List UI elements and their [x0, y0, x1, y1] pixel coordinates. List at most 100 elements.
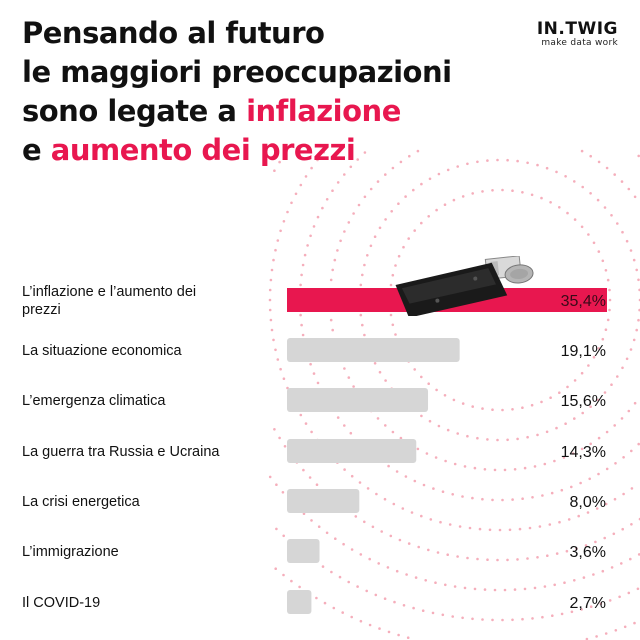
- decor-dot: [558, 520, 561, 524]
- decor-dot: [476, 436, 479, 440]
- decor-dot: [273, 428, 276, 431]
- decor-dot: [375, 492, 378, 496]
- decor-dot: [605, 166, 609, 170]
- decor-dot: [406, 636, 410, 639]
- decor-dot: [575, 547, 578, 550]
- decor-dot: [274, 348, 277, 352]
- decor-dot: [394, 264, 397, 267]
- decor-dot: [597, 436, 601, 440]
- decor-dot: [621, 230, 624, 234]
- decor-dot: [555, 170, 558, 174]
- decor-dot: [604, 328, 608, 332]
- decor-dot: [513, 468, 517, 471]
- decor-dot: [627, 409, 631, 413]
- decor-dot: [589, 192, 592, 195]
- decor-dot: [597, 347, 601, 350]
- decor-dot: [523, 587, 527, 591]
- decor-dot: [441, 490, 445, 494]
- decor-dot: [540, 400, 543, 404]
- decor-dot: [549, 201, 552, 204]
- decor-dot: [399, 436, 403, 440]
- decor-dot: [503, 468, 507, 472]
- decor-dot: [608, 308, 611, 312]
- decor-dot: [404, 195, 407, 198]
- decor-dot: [436, 551, 440, 554]
- decor-dot: [412, 606, 415, 610]
- decor-dot: [461, 495, 464, 498]
- decor-dot: [596, 198, 600, 202]
- decor-dot: [437, 424, 441, 428]
- decor-dot: [533, 465, 537, 468]
- decor-dot: [312, 225, 316, 228]
- decor-dot: [299, 283, 302, 287]
- decor-dot: [398, 538, 402, 542]
- decor-dot: [511, 189, 514, 192]
- decor-dot: [530, 193, 534, 197]
- decor-dot: [632, 258, 636, 262]
- decor-dot: [352, 385, 355, 388]
- decor-dot: [533, 586, 537, 590]
- decor-dot: [555, 426, 558, 430]
- decor-dot: [350, 615, 354, 619]
- decor-dot: [587, 364, 590, 367]
- decor-dot: [427, 382, 431, 386]
- decor-dot: [350, 548, 354, 551]
- decor-dot: [309, 362, 312, 366]
- decor-dot: [303, 253, 307, 257]
- decor-dot: [456, 555, 459, 558]
- category-label: La guerra tra Russia e Ucraina: [22, 444, 220, 460]
- decor-dot: [315, 596, 318, 600]
- decor-dot: [404, 475, 408, 478]
- decor-dot: [604, 502, 608, 506]
- decor-dot: [299, 183, 303, 187]
- decor-dot: [486, 558, 489, 561]
- decor-dot: [332, 606, 336, 610]
- decor-dot: [276, 358, 280, 361]
- decor-dot: [481, 497, 484, 501]
- category-label: L’inflazione e l’aumento dei prezzi: [22, 284, 196, 318]
- decor-dot: [359, 619, 363, 623]
- decor-dot: [620, 180, 624, 183]
- decor-dot: [302, 468, 305, 472]
- bar: [287, 539, 320, 563]
- decor-dot: [269, 318, 273, 322]
- decor-dot: [558, 206, 561, 209]
- decor-dot: [373, 362, 377, 365]
- decor-dot: [453, 585, 457, 588]
- category-label: La situazione economica: [22, 343, 183, 359]
- decor-dot: [508, 528, 512, 532]
- decor-dot: [349, 431, 353, 435]
- decor-dot: [471, 617, 474, 621]
- decor-dot: [627, 187, 631, 191]
- decor-dot: [633, 621, 636, 625]
- decor-dot: [545, 430, 549, 434]
- decor-dot: [439, 520, 442, 524]
- decor-dot: [620, 417, 624, 420]
- decor-dot: [272, 338, 275, 342]
- decor-dot: [312, 372, 316, 375]
- decor-dot: [481, 190, 484, 193]
- decor-dot: [608, 298, 612, 302]
- decor-dot: [387, 464, 390, 468]
- decor-dot: [417, 545, 421, 549]
- decor-dot: [363, 195, 367, 199]
- decor-dot: [325, 531, 329, 535]
- decor-dot: [553, 459, 556, 463]
- decor-dot: [496, 558, 499, 562]
- decor-dot: [581, 411, 584, 415]
- decor-dot: [565, 549, 569, 553]
- decor-dot: [444, 459, 447, 463]
- decor-dot: [488, 528, 492, 532]
- decor-dot: [616, 222, 619, 225]
- value-label: 14,3%: [561, 444, 606, 461]
- logo-tagline: make data work: [541, 38, 618, 48]
- decor-dot: [461, 402, 465, 405]
- decor-dot: [601, 259, 605, 263]
- decor-dot: [283, 152, 287, 155]
- decor-dot: [456, 432, 460, 435]
- decor-dot: [473, 587, 477, 591]
- decor-dot: [322, 150, 326, 154]
- decor-dot: [451, 615, 455, 618]
- decor-dot: [378, 370, 382, 374]
- decor-dot: [420, 514, 423, 518]
